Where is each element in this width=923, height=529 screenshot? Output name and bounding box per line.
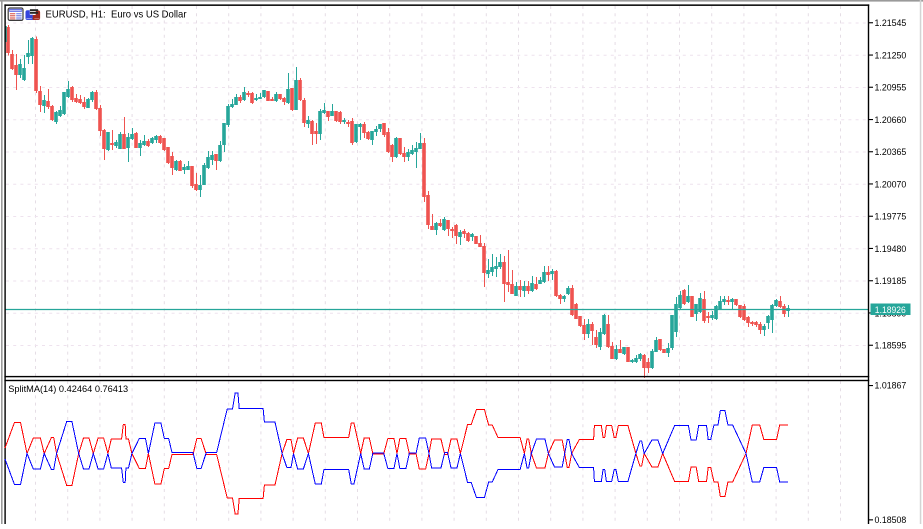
svg-text:1.19185: 1.19185 <box>875 276 907 287</box>
svg-text:1.18595: 1.18595 <box>875 341 907 352</box>
svg-text:EURUSD, H1: Euro vs US Dollar: EURUSD, H1: Euro vs US Dollar <box>46 9 187 20</box>
svg-text:1.20365: 1.20365 <box>875 147 907 158</box>
svg-text:1.01867: 1.01867 <box>875 381 907 392</box>
svg-text:1.19480: 1.19480 <box>875 244 907 255</box>
svg-text:1.21545: 1.21545 <box>875 18 907 29</box>
svg-text:0.18508: 0.18508 <box>875 515 907 524</box>
svg-text:1.20070: 1.20070 <box>875 179 907 190</box>
svg-text:1.18926: 1.18926 <box>875 305 906 316</box>
svg-text:1.19775: 1.19775 <box>875 212 907 223</box>
svg-text:1.20660: 1.20660 <box>875 115 907 126</box>
svg-text:1.21250: 1.21250 <box>875 51 907 62</box>
svg-text:SplitMA(14) 0.42464 0.76413: SplitMA(14) 0.42464 0.76413 <box>8 384 128 394</box>
svg-text:1.20955: 1.20955 <box>875 83 907 94</box>
